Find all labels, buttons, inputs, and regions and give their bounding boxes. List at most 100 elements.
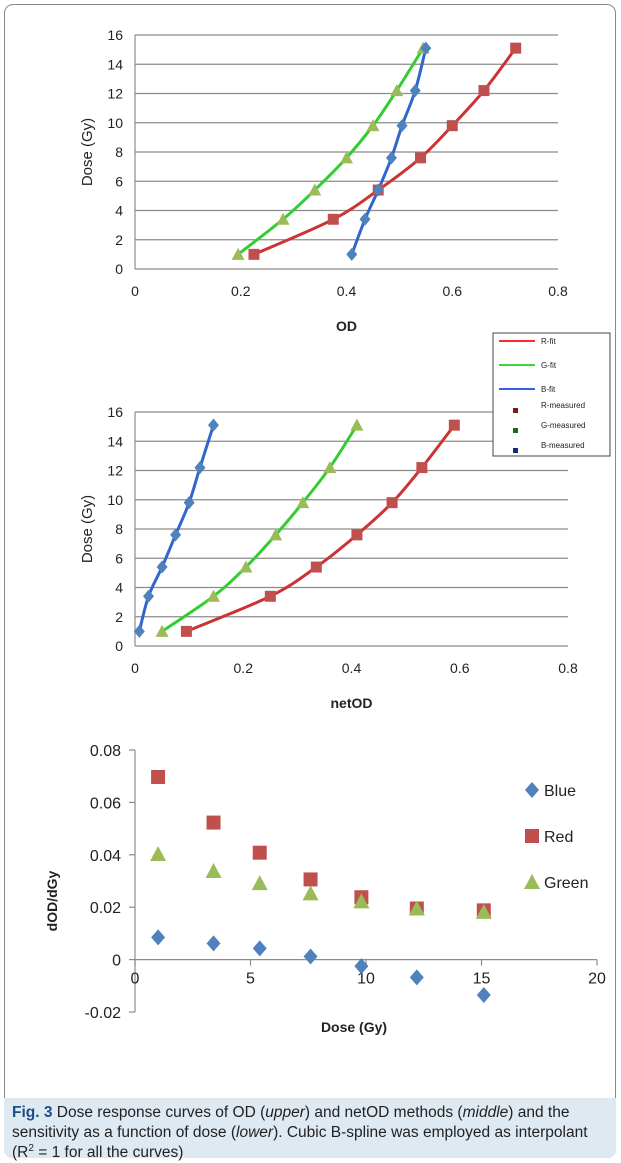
- upper-series-G-point: [308, 183, 322, 196]
- lower-xtick-0: 0: [131, 971, 140, 988]
- lower-series-Green-point: [302, 885, 319, 901]
- lower-series-Red-point: [151, 769, 166, 784]
- lower-xtick-1: 5: [246, 971, 255, 988]
- lower-series-Blue-point: [409, 969, 424, 986]
- lower-ytick-3: 0.04: [90, 848, 121, 865]
- upper-xtick-4: 0.8: [548, 283, 568, 299]
- lower-ytick-5: 0.08: [90, 743, 121, 760]
- upper-series-R-point: [510, 42, 522, 54]
- middle-ytick-7: 14: [107, 433, 123, 449]
- lower-series-Blue-point: [206, 935, 221, 952]
- upper-xtick-3: 0.6: [443, 283, 463, 299]
- middle-series-G-point: [206, 589, 220, 602]
- lower-x-axis-title: Dose (Gy): [321, 1019, 387, 1035]
- legend-label-2: B-fit: [541, 385, 556, 394]
- lower-legend-Green-marker: [524, 874, 540, 889]
- upper-series-B-point: [385, 151, 397, 165]
- middle-series-R-point: [448, 419, 460, 431]
- middle-ytick-8: 16: [107, 404, 123, 420]
- lower-legend-Green-label: Green: [544, 875, 588, 892]
- caption-text-4: ). Cubic B-spline was employed as interp…: [12, 1124, 588, 1161]
- middle-series-G-point: [323, 461, 337, 474]
- middle-ytick-0: 0: [115, 638, 123, 654]
- lower-series-Red-point: [252, 845, 267, 860]
- caption-text-2: ) and netOD methods (: [304, 1104, 463, 1121]
- middle-series-B-point: [194, 461, 206, 475]
- upper-series-B-point: [359, 212, 371, 226]
- lower-series-Blue-point: [151, 929, 166, 946]
- middle-series-B-point: [207, 418, 219, 432]
- legend-label-4: G-measured: [541, 421, 585, 430]
- upper-series-B-point: [372, 183, 384, 197]
- lower-series-Blue-point: [303, 948, 318, 965]
- lower-series-Green-point: [475, 903, 492, 919]
- upper-xtick-2: 0.4: [337, 283, 357, 299]
- caption-superscript: 2: [28, 1142, 34, 1154]
- upper-xtick-1: 0.2: [231, 283, 251, 299]
- middle-xtick-0: 0: [131, 660, 139, 676]
- upper-ytick-7: 14: [107, 56, 123, 72]
- upper-series-R-point: [327, 213, 339, 225]
- middle-chart: 0 2 4 6 8 10 12 14 16 0 0.2 0.4 0.6 0.8 netOD Dose (Gy)…: [79, 332, 611, 711]
- upper-y-axis-title: Dose (Gy): [79, 118, 96, 186]
- middle-ytick-2: 4: [115, 580, 123, 596]
- upper-series-R-point: [248, 248, 260, 260]
- lower-legend-Blue-marker: [525, 782, 539, 798]
- lower-xtick-2: 10: [357, 971, 375, 988]
- figure-caption: Fig. 3 Dose response curves of OD (upper…: [4, 1098, 616, 1161]
- upper-series-G-point: [231, 247, 245, 260]
- middle-series-R-point: [351, 529, 363, 541]
- middle-ytick-3: 6: [115, 550, 123, 566]
- upper-series-B-point: [420, 41, 432, 55]
- middle-series-R-point: [264, 590, 276, 602]
- middle-series-B-point: [183, 496, 195, 510]
- upper-series-R-point: [446, 120, 458, 132]
- upper-series-B-point: [346, 247, 358, 261]
- lower-series-Blue-point: [354, 958, 369, 975]
- upper-ytick-2: 4: [115, 203, 123, 219]
- upper-series-B-point: [409, 84, 421, 98]
- lower-legend-Blue-label: Blue: [544, 783, 576, 800]
- upper-series-B-point: [396, 119, 408, 133]
- caption-label: Fig. 3: [12, 1104, 53, 1121]
- middle-ytick-4: 8: [115, 521, 123, 537]
- upper-ytick-8: 16: [107, 27, 123, 43]
- middle-xtick-3: 0.6: [450, 660, 470, 676]
- middle-series-R-point: [416, 462, 428, 474]
- middle-series-R-point: [386, 497, 398, 509]
- middle-ytick-5: 10: [107, 492, 123, 508]
- middle-series-R-point: [310, 561, 322, 573]
- legend-marker-4: [513, 428, 518, 433]
- middle-series-B-point: [156, 560, 168, 574]
- upper-ytick-6: 12: [107, 86, 123, 102]
- middle-series-G-point: [269, 528, 283, 541]
- lower-xtick-3: 15: [473, 971, 491, 988]
- lower-series-Blue-point: [476, 986, 491, 1003]
- lower-ytick-1: 0: [112, 953, 121, 970]
- lower-legend-Red-marker: [525, 829, 539, 843]
- legend-box: [492, 332, 611, 457]
- legend-label-3: R-measured: [541, 401, 585, 410]
- lower-series-Green-point: [150, 846, 167, 862]
- lower-series-Blue-point: [252, 940, 267, 957]
- lower-ytick-2: 0.02: [90, 900, 121, 917]
- caption-text-1: Dose response curves of OD (: [52, 1104, 266, 1121]
- lower-series-Green-point: [353, 893, 370, 909]
- lower-series-Red-point: [206, 815, 221, 830]
- caption-italic-lower: lower: [236, 1124, 274, 1141]
- legend-marker-3: [513, 408, 518, 413]
- caption-italic-upper: upper: [265, 1104, 305, 1121]
- middle-series-R-point: [180, 625, 192, 637]
- upper-xtick-0: 0: [131, 283, 139, 299]
- upper-series-R-point: [478, 85, 490, 97]
- upper-series-G-point: [366, 119, 380, 132]
- middle-series-G-point: [239, 560, 253, 573]
- middle-series-B-point: [143, 589, 155, 603]
- legend-label-1: G-fit: [541, 361, 557, 370]
- caption-text-3: ) and the sensitivity as a function of d…: [12, 1104, 570, 1141]
- middle-y-axis-title: Dose (Gy): [79, 495, 96, 563]
- middle-series-G-point: [155, 624, 169, 637]
- lower-series-Green-point: [251, 875, 268, 891]
- middle-series-G-point: [350, 418, 364, 431]
- middle-xtick-2: 0.4: [342, 660, 362, 676]
